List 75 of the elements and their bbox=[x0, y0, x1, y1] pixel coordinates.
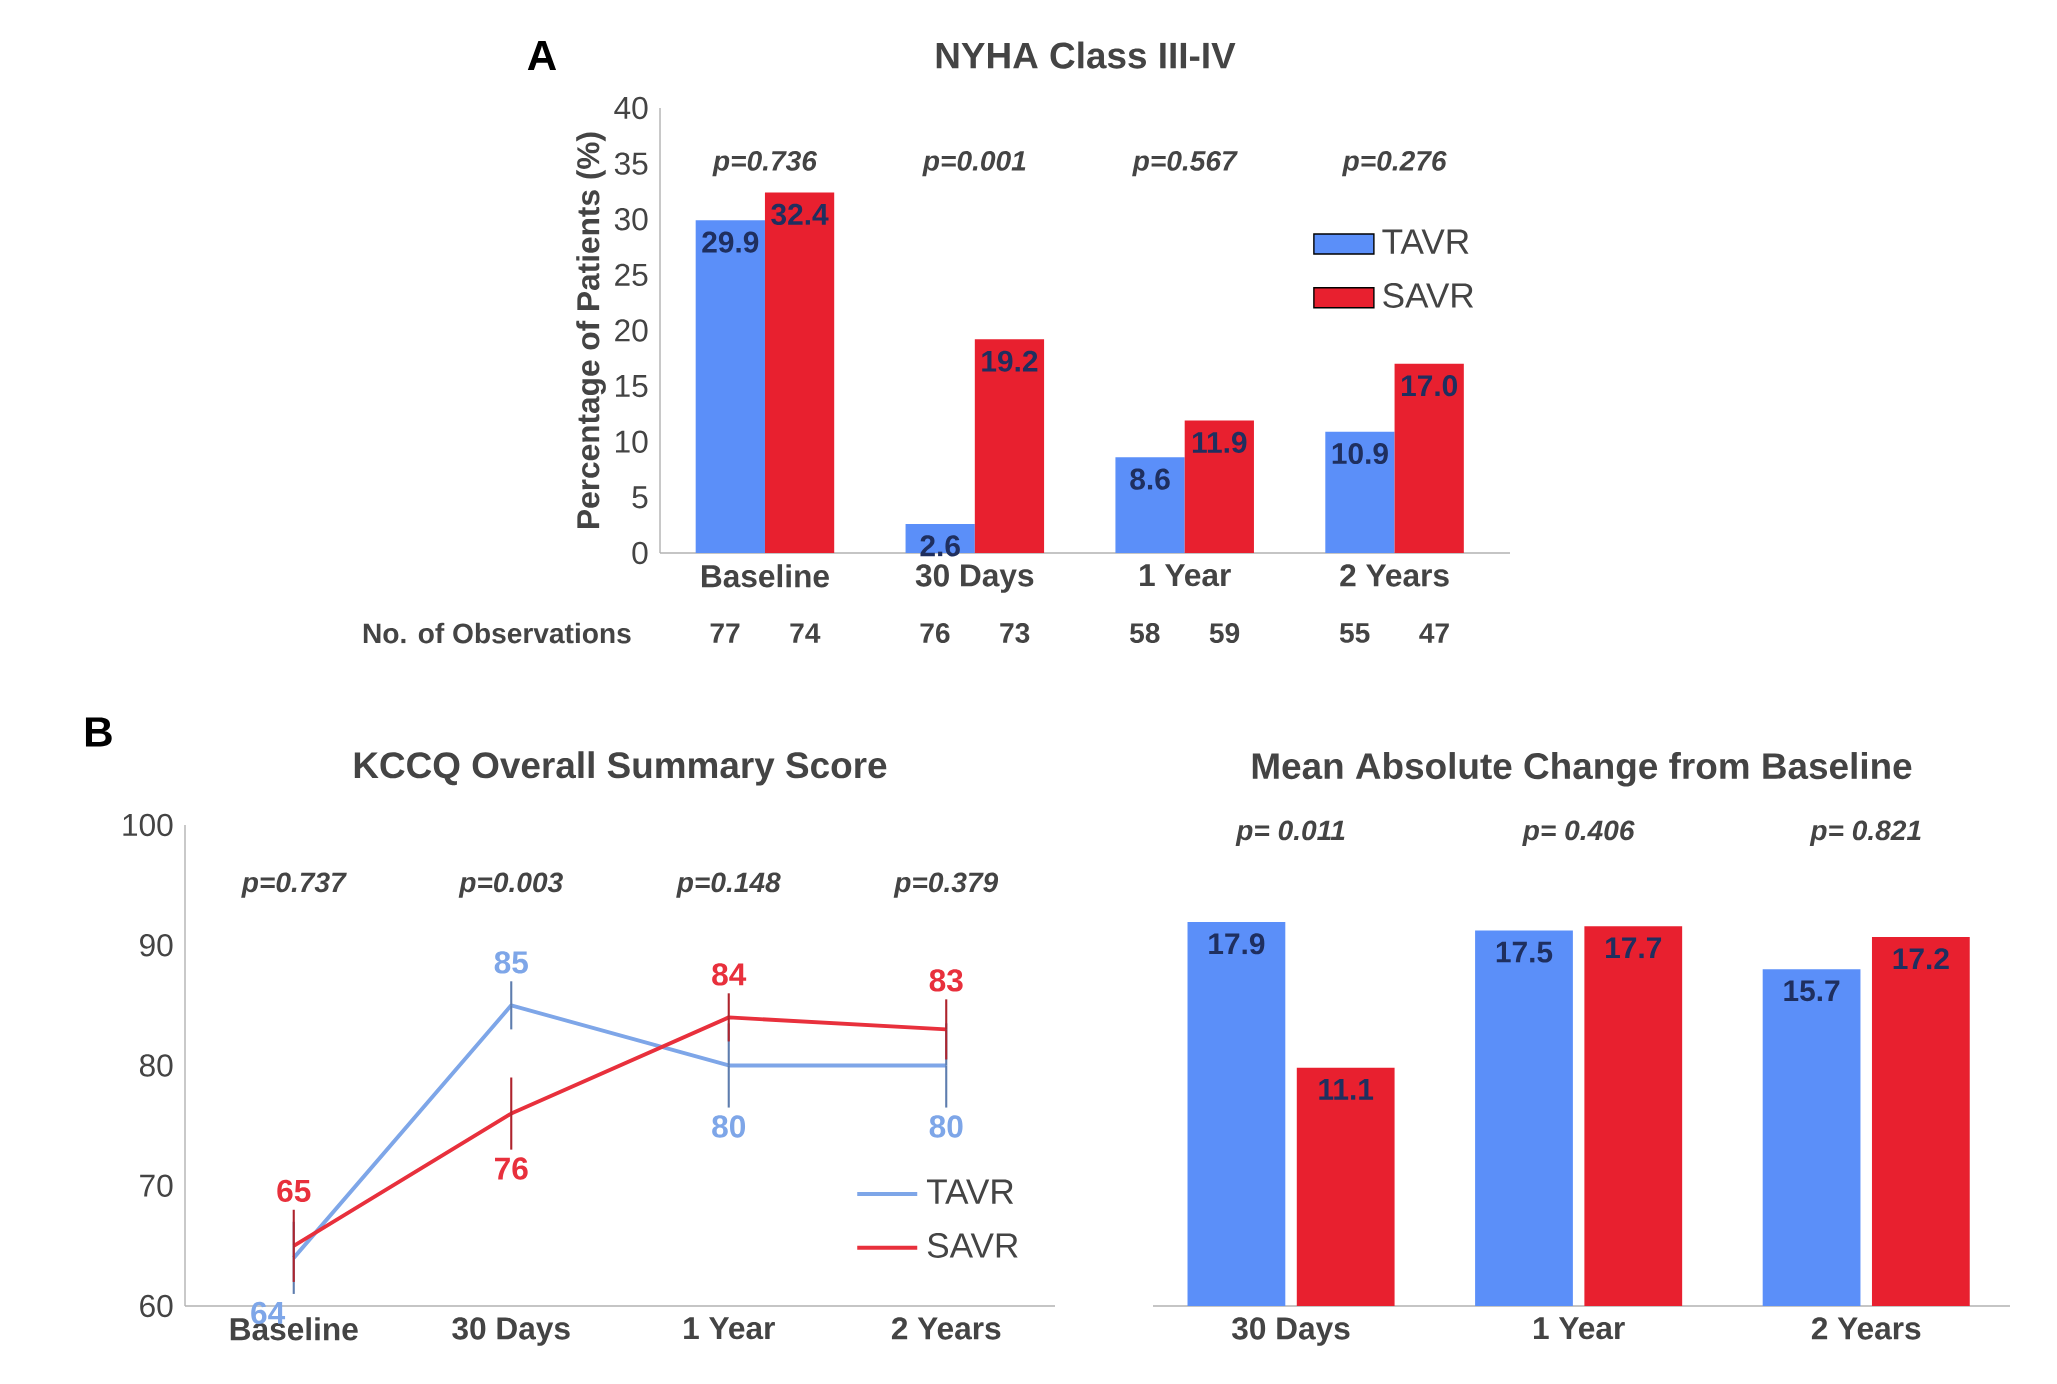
text: 58 bbox=[1130, 623, 1160, 644]
text: No. of Observations bbox=[363, 622, 631, 644]
legend-label: SAVR bbox=[1383, 283, 1474, 308]
data-label: 17.2 bbox=[1893, 948, 1949, 970]
x-tick-label: 1 Year bbox=[1140, 564, 1231, 587]
legend-label: TAVR bbox=[926, 1179, 1014, 1204]
chart-title: Mean Absolute Change from Baseline bbox=[1252, 752, 1912, 787]
y-tick-label: 5 bbox=[632, 486, 648, 509]
text: p= 0.821 bbox=[1809, 820, 1921, 846]
chart-title: KCCQ Overall Summary Score bbox=[354, 751, 887, 786]
x-tick-label: 2 Years bbox=[1340, 564, 1449, 587]
data-label: 80 bbox=[929, 1115, 963, 1138]
data-label: 84 bbox=[712, 963, 747, 986]
x-tick-label: 1 Year bbox=[1534, 1317, 1625, 1340]
text: A bbox=[527, 41, 557, 71]
annotation: p=0.001 bbox=[922, 150, 1026, 177]
data-label: 10.9 bbox=[1332, 442, 1388, 465]
y-axis-title: Percentage of Patients (%) bbox=[576, 132, 606, 528]
chart-title: NYHA Class III-IV bbox=[936, 41, 1236, 69]
data-label: 11.9 bbox=[1192, 431, 1247, 453]
x-tick-label: Baseline bbox=[701, 564, 829, 588]
data-label: 29.9 bbox=[702, 231, 759, 253]
y-tick-label: 40 bbox=[614, 96, 648, 120]
data-label: 17.5 bbox=[1496, 941, 1553, 963]
x-tick-label: 1 Year bbox=[684, 1317, 775, 1340]
annotation: p=0.567 bbox=[1132, 150, 1238, 177]
data-label: 15.7 bbox=[1784, 980, 1840, 1002]
text: B bbox=[85, 717, 112, 747]
text: 73 bbox=[1000, 623, 1030, 644]
text: 59 bbox=[1209, 623, 1240, 644]
text: 55 bbox=[1339, 623, 1370, 643]
annotation: p=0.379 bbox=[893, 872, 999, 898]
y-tick-label: 30 bbox=[614, 208, 648, 231]
x-tick-label: 30 Days bbox=[915, 564, 1034, 593]
annotation: p=0.737 bbox=[241, 872, 347, 898]
data-label: 11.1 bbox=[1319, 1079, 1374, 1100]
annotation: p=0.148 bbox=[676, 872, 781, 898]
data-label: 8.6 bbox=[1130, 468, 1170, 490]
text: p= 0.011 bbox=[1235, 820, 1345, 846]
y-tick-label: 20 bbox=[615, 319, 648, 342]
data-label: 17.7 bbox=[1606, 937, 1662, 959]
legend-label: TAVR bbox=[1382, 229, 1469, 254]
data-label: 65 bbox=[277, 1179, 311, 1203]
data-label: 2.6 bbox=[920, 535, 960, 557]
text: 77 bbox=[710, 623, 740, 643]
data-label: 19.2 bbox=[982, 350, 1038, 372]
x-tick-label: 2 Years bbox=[891, 1317, 1001, 1340]
y-tick-label: 10 bbox=[616, 430, 648, 453]
x-tick-label: 30 Days bbox=[452, 1317, 570, 1346]
y-tick-label: 70 bbox=[140, 1174, 173, 1197]
data-label: 76 bbox=[495, 1157, 528, 1180]
y-tick-label: 15 bbox=[616, 375, 648, 398]
data-label: 17.9 bbox=[1209, 933, 1265, 955]
y-tick-label: 80 bbox=[139, 1054, 173, 1077]
x-tick-label: 2 Years bbox=[1811, 1317, 1921, 1340]
text: 74 bbox=[790, 623, 821, 643]
annotation: p=0.276 bbox=[1341, 150, 1447, 177]
data-label: 83 bbox=[929, 969, 963, 992]
x-tick-label: 30 Days bbox=[1231, 1317, 1350, 1346]
legend-label: SAVR bbox=[927, 1233, 1018, 1258]
data-label: 80 bbox=[712, 1115, 746, 1138]
data-label: 17.0 bbox=[1402, 375, 1458, 397]
text: 76 bbox=[920, 623, 950, 644]
data-label: 85 bbox=[494, 951, 528, 974]
y-tick-label: 60 bbox=[140, 1294, 173, 1318]
text: 47 bbox=[1419, 623, 1449, 643]
annotation: p=0.736 bbox=[712, 150, 818, 177]
y-tick-label: 0 bbox=[632, 541, 648, 565]
y-tick-label: 90 bbox=[140, 934, 173, 957]
text: p= 0.406 bbox=[1522, 820, 1635, 846]
data-label: 32.4 bbox=[771, 203, 829, 225]
y-tick-label: 100 bbox=[123, 813, 173, 837]
y-tick-label: 35 bbox=[614, 152, 648, 175]
annotation: p=0.003 bbox=[458, 872, 563, 898]
y-tick-label: 25 bbox=[615, 263, 648, 287]
